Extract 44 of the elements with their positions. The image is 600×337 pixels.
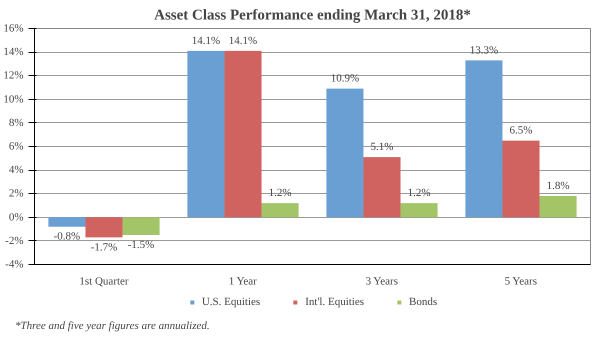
y-tick-label: 10% [3,93,24,106]
y-tick-label: -2% [5,234,24,247]
y-tick-label: 2% [8,188,24,200]
bar [262,203,299,218]
y-tick-label: 4% [8,164,24,176]
y-tick-label: 6% [8,140,24,152]
y-tick-label: 16% [3,22,24,34]
data-label: 14.1% [228,34,258,47]
x-tick-label: 3 Years [366,276,398,288]
bar [540,196,577,218]
y-tick-label: -4% [5,258,24,270]
bar [48,217,86,227]
legend-label: U.S. Equities [202,296,260,308]
legend-label: Int'l. Equities [305,296,364,308]
data-label: 5.1% [370,141,394,154]
bar [122,217,160,235]
data-label: 14.1% [192,34,220,47]
chart-title: Asset Class Performance ending March 31, 2018* [154,8,471,24]
bar [502,140,540,218]
data-label: 1.8% [546,180,570,192]
bar [400,203,438,218]
data-label: 13.3% [470,44,498,56]
bar [326,88,364,218]
bar [363,157,401,218]
bar [85,217,123,238]
data-label: 10.9% [330,72,360,85]
bar [224,50,262,218]
y-tick-label: 12% [3,70,24,82]
bar [187,50,224,218]
y-tick-label: 8% [8,116,24,129]
y-tick-label: 14% [3,46,24,58]
data-label: 1.2% [408,187,431,200]
data-label: -1.5% [128,239,154,251]
y-tick-label: 0% [8,211,24,224]
data-label: -1.7% [90,241,118,254]
bar [465,60,502,218]
data-label: 1.2% [268,187,292,200]
text: *Three and five year figures are annualized. [15,319,210,334]
data-label: 6.5% [510,124,532,137]
data-label: -0.8% [54,230,80,243]
x-tick-label: 1st Quarter [79,276,129,288]
legend-label: Bonds [409,296,438,308]
x-tick-label: 1 Year [228,276,258,288]
x-tick-label: 5 Years [504,276,538,288]
